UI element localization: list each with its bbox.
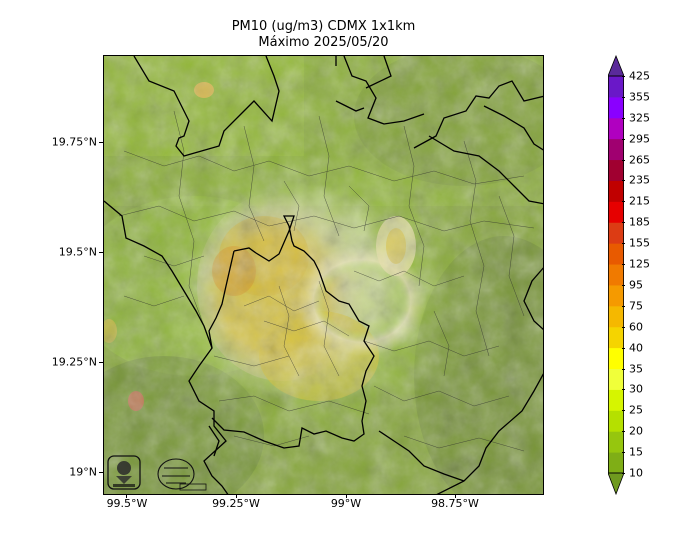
lon-tick-label: 99.5°W [106,497,148,510]
colorbar-bin [608,222,624,244]
colorbar-tick [622,305,625,307]
colorbar-tick [622,326,625,328]
colorbar-level-label: 355 [629,90,650,104]
colorbar-bin [608,201,624,223]
colorbar-tick [622,159,625,161]
lat-tick-mark [99,472,103,473]
colorbar-level-label: 25 [629,403,643,417]
lon-tick-mark [236,494,237,498]
colorbar-bin [608,159,624,181]
colorbar-level-label: 35 [629,362,643,376]
colorbar-tick [622,368,625,370]
map-title: PM10 (ug/m3) CDMX 1x1km [231,19,416,34]
colorbar-level-label: 40 [629,341,643,355]
colorbar-frame [608,75,624,474]
colorbar-tick [622,410,625,412]
colorbar-level-label: 185 [629,215,650,229]
colorbar-tick [622,138,625,140]
colorbar-extend-high [608,55,624,77]
colorbar-level-label: 10 [629,466,643,480]
lon-tick-mark [346,494,347,498]
colorbar-level-label: 15 [629,445,643,459]
colorbar-bin [608,389,624,411]
lon-tick-mark [126,494,127,498]
colorbar-bin [608,76,624,98]
colorbar-level-label: 75 [629,299,643,313]
colorbar-bin [608,96,624,119]
colorbar-bin [608,180,624,202]
colorbar-level-label: 125 [629,257,650,271]
lat-tick-mark [99,252,103,253]
colorbar-level-label: 295 [629,132,650,146]
colorbar-bin [608,138,624,161]
lat-tick-label: 19.25°N [51,355,97,369]
colorbar-bin [608,264,624,286]
colorbar [608,55,624,495]
colorbar-tick [622,452,625,454]
colorbar-bin [608,117,624,140]
lon-tick-label: 99.25°W [212,497,260,510]
colorbar-level-label: 325 [629,111,650,125]
lat-tick-mark [99,362,103,363]
colorbar-tick [622,201,625,203]
colorbar-tick [622,431,625,433]
lon-tick-mark [455,494,456,498]
colorbar-level-label: 30 [629,382,643,396]
colorbar-tick [622,284,625,286]
lat-tick-label: 19.5°N [58,245,97,259]
colorbar-bin [608,305,624,328]
monitoring-network-logo [157,458,207,491]
colorbar-level-label: 20 [629,424,643,438]
colorbar-bin [608,284,624,307]
colorbar-level-label: 155 [629,236,650,250]
colorbar-tick [622,243,625,245]
colorbar-extend-low [608,472,624,495]
colorbar-tick [622,264,625,266]
lat-tick-label: 19.75°N [51,135,97,149]
colorbar-bin [608,243,624,265]
colorbar-bin [608,347,624,370]
colorbar-tick [622,117,625,119]
lon-tick-label: 98.75°W [431,497,479,510]
pm10-map[interactable] [103,55,544,495]
colorbar-level-label: 95 [629,278,643,292]
colorbar-tick [622,180,625,182]
colorbar-level-label: 235 [629,173,650,187]
colorbar-level-label: 425 [629,69,650,83]
lat-tick-label: 19°N [69,465,97,479]
colorbar-bin [608,410,624,432]
colorbar-tick [622,76,625,77]
colorbar-tick [622,473,625,474]
colorbar-bin [608,431,624,453]
map-subtitle: Máximo 2025/05/20 [258,35,389,50]
colorbar-tick [622,347,625,349]
sedema-logo [107,455,141,490]
colorbar-tick [622,96,625,98]
lat-tick-mark [99,142,103,143]
colorbar-bin [608,452,624,474]
colorbar-level-label: 265 [629,153,650,167]
colorbar-bin [608,326,624,349]
pm10-field [104,56,543,494]
lon-tick-label: 99°W [330,497,362,510]
colorbar-level-label: 60 [629,320,643,334]
colorbar-tick [622,222,625,224]
colorbar-bin [608,368,624,390]
colorbar-tick [622,389,625,391]
colorbar-level-label: 215 [629,194,650,208]
